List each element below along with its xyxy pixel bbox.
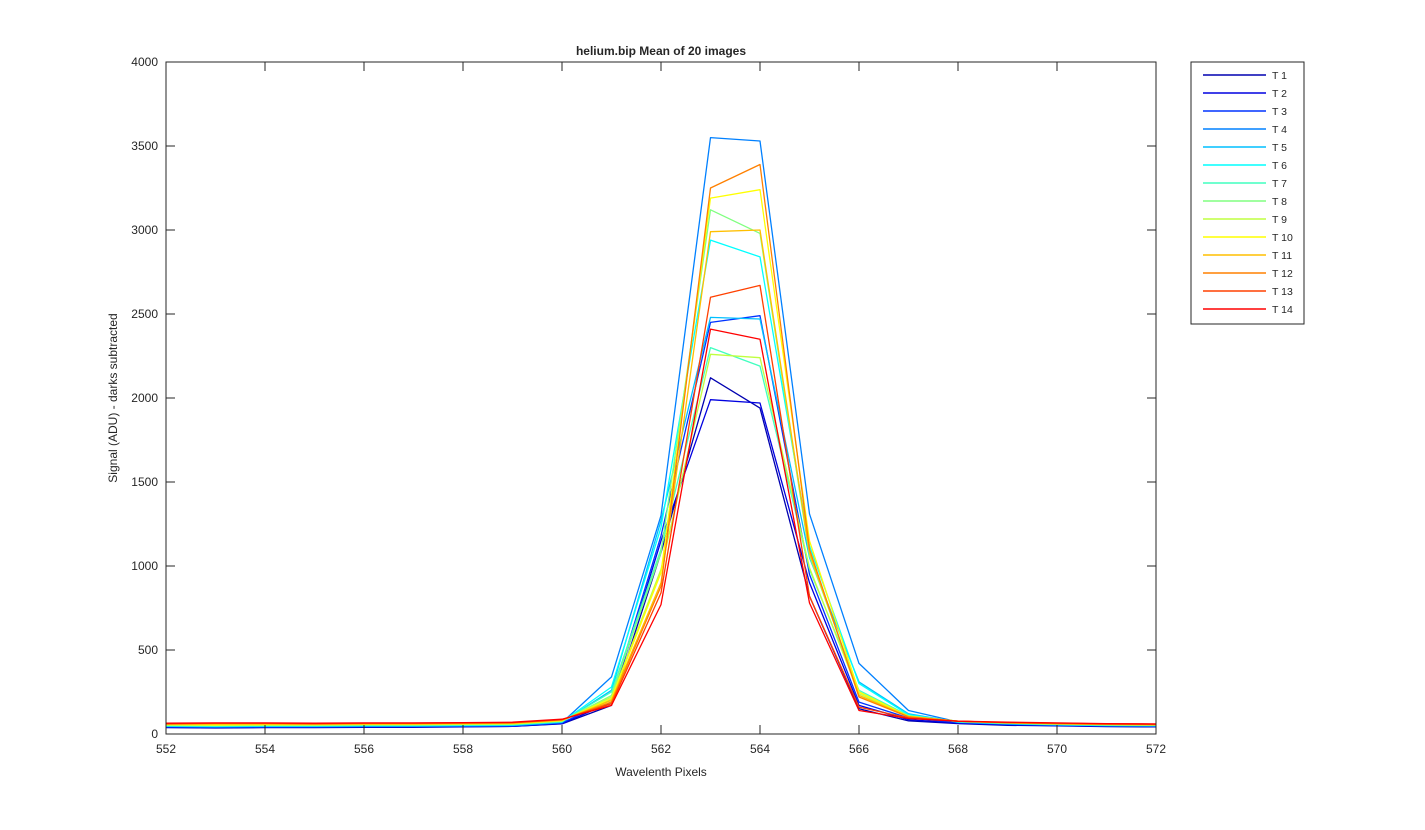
legend-label-4: T 4 [1272, 124, 1287, 136]
legend-label-7: T 7 [1272, 178, 1287, 190]
legend-label-14: T 14 [1272, 304, 1293, 316]
y-tick-label: 4000 [131, 55, 158, 69]
y-tick-label: 1500 [131, 475, 158, 489]
legend-label-5: T 5 [1272, 142, 1287, 154]
legend-label-1: T 1 [1272, 70, 1287, 82]
legend-box [1190, 61, 1305, 325]
chart-title: helium.bip Mean of 20 images [576, 44, 746, 58]
y-tick-label: 2500 [131, 307, 158, 321]
legend-label-11: T 11 [1272, 250, 1292, 262]
x-tick-label: 568 [948, 742, 968, 756]
x-tick-label: 556 [354, 742, 374, 756]
legend-label-12: T 12 [1272, 268, 1293, 280]
y-tick-label: 1000 [131, 559, 158, 573]
x-tick-label: 572 [1146, 742, 1166, 756]
legend-label-8: T 8 [1272, 196, 1287, 208]
y-tick-label: 0 [151, 727, 158, 741]
legend-label-3: T 3 [1272, 106, 1287, 118]
series-line-14 [165, 328, 1157, 725]
x-tick-label: 564 [750, 742, 770, 756]
x-tick-label: 562 [651, 742, 671, 756]
y-tick-label: 3500 [131, 139, 158, 153]
legend-label-2: T 2 [1272, 88, 1287, 100]
x-tick-label: 552 [156, 742, 176, 756]
y-axis: 0 500 1000 1500 2000 2500 3000 3500 4000 [131, 55, 1156, 741]
legend-label-6: T 6 [1272, 160, 1287, 172]
x-tick-label: 566 [849, 742, 869, 756]
legend-label-13: T 13 [1272, 286, 1293, 298]
y-tick-label: 2000 [131, 391, 158, 405]
x-axis: 552 554 556 558 560 562 564 566 568 570 572 [156, 62, 1166, 756]
y-tick-label: 500 [138, 643, 158, 657]
y-axis-label: Signal (ADU) - darks subtracted [106, 313, 120, 482]
x-tick-label: 560 [552, 742, 572, 756]
plot-area [166, 62, 1156, 734]
series-layer [165, 136, 1157, 729]
legend-label-9: T 9 [1272, 214, 1287, 226]
x-tick-label: 554 [255, 742, 275, 756]
x-axis-label: Wavelenth Pixels [615, 765, 707, 779]
legend: T 1 T 2 T 3 T 4 T 5 T 6 T 7 T 8 T 9 T 10 T 11 T 12 T… [1190, 61, 1305, 325]
x-tick-label: 558 [453, 742, 473, 756]
x-tick-label: 570 [1047, 742, 1067, 756]
legend-label-10: T 10 [1272, 232, 1293, 244]
y-tick-label: 3000 [131, 223, 158, 237]
